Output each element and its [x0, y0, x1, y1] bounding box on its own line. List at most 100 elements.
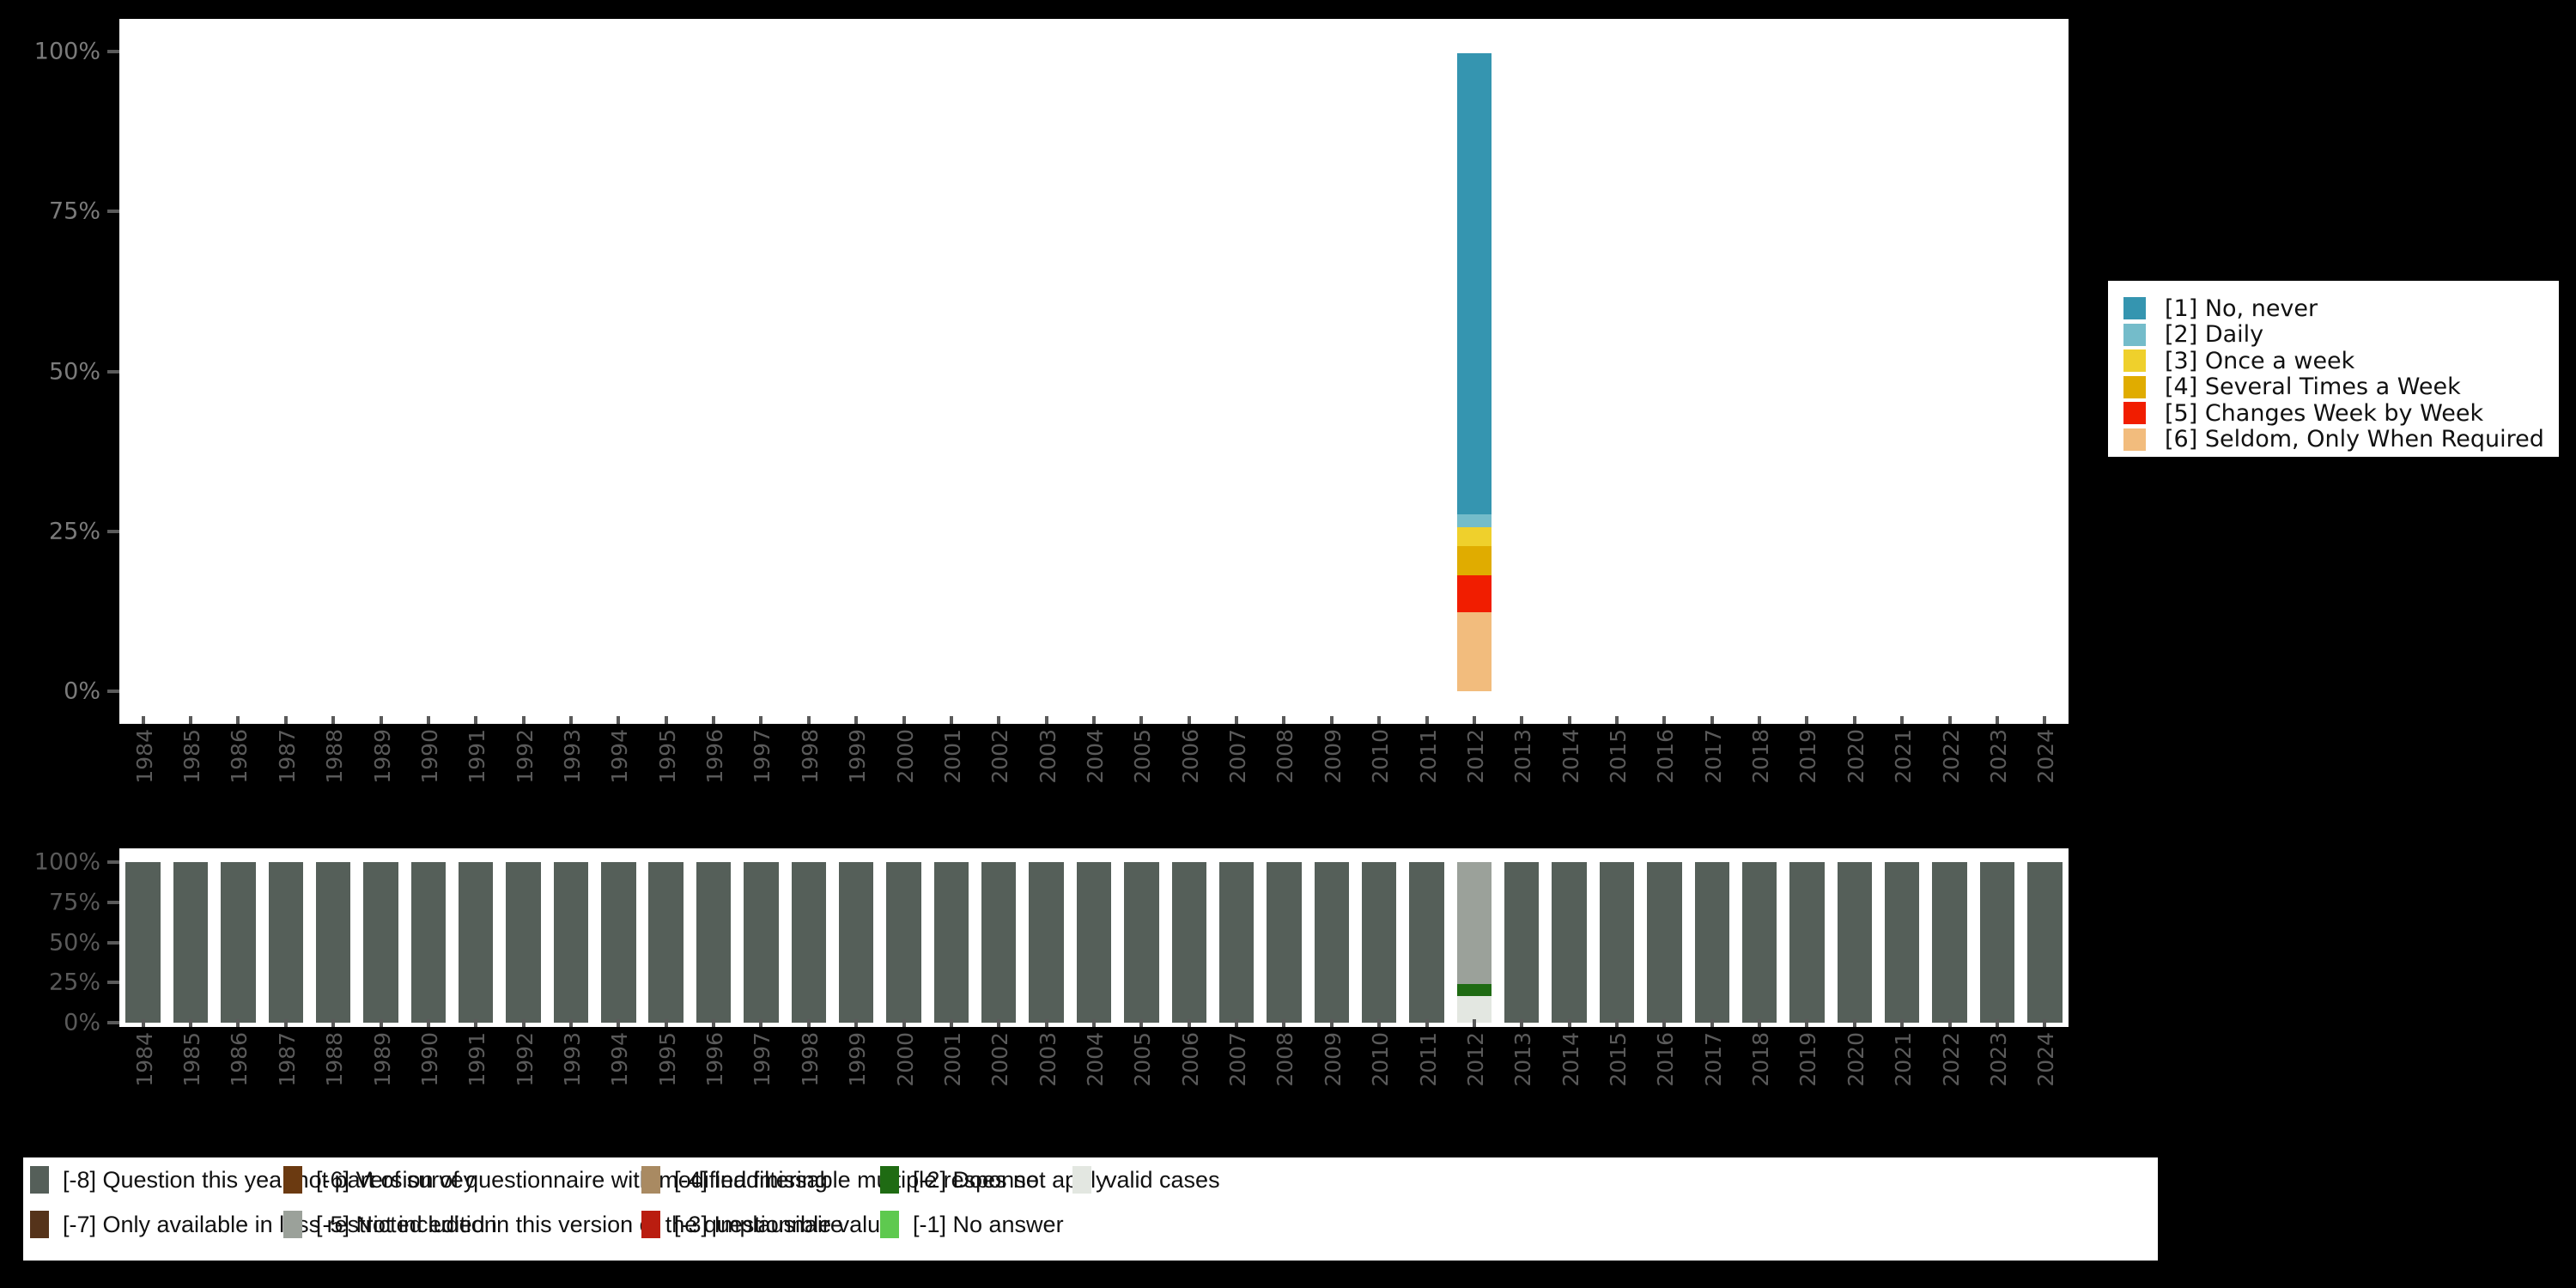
missing-bar-column[interactable] [1361, 862, 1397, 1023]
missing-bar-column[interactable] [1552, 862, 1587, 1023]
legend-item[interactable]: [4] Several Times a Week [2123, 374, 2547, 400]
missing-bar-segment[interactable] [1361, 862, 1397, 1023]
missing-bar-column[interactable] [506, 862, 541, 1023]
missing-bar-column[interactable] [601, 862, 636, 1023]
missing-bar-segment[interactable] [1741, 862, 1777, 1023]
missing-bar-segment[interactable] [1314, 862, 1350, 1023]
legend-item[interactable]: [2] Daily [2123, 321, 2547, 348]
missing-bar-column[interactable] [459, 862, 494, 1023]
missing-bar-column[interactable] [363, 862, 398, 1023]
missing-bar-segment[interactable] [553, 862, 589, 1023]
missing-bar-segment[interactable] [886, 862, 921, 1023]
missing-bar-column[interactable] [1456, 862, 1492, 1023]
missing-bar-segment[interactable] [2027, 862, 2063, 1023]
missing-bar-segment[interactable] [1599, 862, 1635, 1023]
missing-bar-column[interactable] [1694, 862, 1729, 1023]
missing-legend-item[interactable]: [-8] Question this year not part of surv… [30, 1166, 475, 1194]
missing-bar-segment[interactable] [315, 862, 351, 1023]
bar-segment[interactable] [1456, 575, 1492, 613]
missing-bar-segment[interactable] [1837, 862, 1873, 1023]
missing-bar-segment[interactable] [363, 862, 398, 1023]
missing-bar-column[interactable] [981, 862, 1017, 1023]
missing-bar-column[interactable] [1741, 862, 1777, 1023]
missing-bar-segment[interactable] [1694, 862, 1729, 1023]
missing-bar-column[interactable] [553, 862, 589, 1023]
missing-bar-column[interactable] [1171, 862, 1206, 1023]
missing-bar-segment[interactable] [791, 862, 826, 1023]
missing-legend-item[interactable]: [-6] Version of questionnaire with modif… [283, 1166, 828, 1194]
missing-bar-segment[interactable] [696, 862, 732, 1023]
missing-bar-segment[interactable] [1504, 862, 1540, 1023]
missing-legend-item[interactable]: [-7] Only available in less restricted e… [30, 1211, 497, 1238]
missing-bar-column[interactable] [1409, 862, 1444, 1023]
missing-legend-item[interactable]: [-1] No answer [880, 1211, 1064, 1238]
missing-bar-column[interactable] [1124, 862, 1159, 1023]
missing-bar-column[interactable] [2027, 862, 2063, 1023]
missing-bar-column[interactable] [838, 862, 874, 1023]
missing-legend-item[interactable]: [-5] Not included in this version of the… [283, 1211, 843, 1238]
missing-bar-segment[interactable] [744, 862, 779, 1023]
missing-bar-column[interactable] [696, 862, 732, 1023]
missing-bar-segment[interactable] [221, 862, 256, 1023]
missing-bar-segment[interactable] [1076, 862, 1112, 1023]
missing-bar-column[interactable] [1837, 862, 1873, 1023]
missing-bar-segment[interactable] [173, 862, 209, 1023]
bar-column[interactable] [1456, 52, 1492, 691]
missing-bar-segment[interactable] [1885, 862, 1920, 1023]
missing-bar-segment[interactable] [1456, 984, 1492, 997]
missing-bar-segment[interactable] [1647, 862, 1682, 1023]
missing-bar-column[interactable] [315, 862, 351, 1023]
bar-segment[interactable] [1456, 527, 1492, 546]
missing-legend-item[interactable]: [-4] Inadmissable multiple response [641, 1166, 1039, 1194]
missing-bar-column[interactable] [1789, 862, 1825, 1023]
missing-bar-column[interactable] [410, 862, 447, 1023]
legend-item[interactable]: [3] Once a week [2123, 348, 2547, 374]
missing-bar-column[interactable] [744, 862, 779, 1023]
bar-segment[interactable] [1456, 514, 1492, 528]
missing-bar-segment[interactable] [1409, 862, 1444, 1023]
missing-bar-segment[interactable] [1029, 862, 1064, 1023]
missing-bar-segment[interactable] [1171, 862, 1206, 1023]
missing-bar-segment[interactable] [1124, 862, 1159, 1023]
legend-item[interactable]: [6] Seldom, Only When Required [2123, 426, 2547, 453]
missing-bar-segment[interactable] [1552, 862, 1587, 1023]
missing-bar-segment[interactable] [601, 862, 636, 1023]
missing-bar-column[interactable] [886, 862, 921, 1023]
missing-bar-column[interactable] [125, 862, 161, 1023]
missing-bar-column[interactable] [1267, 862, 1302, 1023]
missing-bar-segment[interactable] [459, 862, 494, 1023]
missing-bar-segment[interactable] [1456, 862, 1492, 985]
missing-bar-segment[interactable] [1267, 862, 1302, 1023]
bar-segment[interactable] [1456, 52, 1492, 515]
missing-bar-column[interactable] [1932, 862, 1967, 1023]
missing-bar-column[interactable] [173, 862, 209, 1023]
missing-legend-item[interactable]: valid cases [1072, 1166, 1220, 1194]
legend-item[interactable]: [1] No, never [2123, 295, 2547, 322]
missing-bar-segment[interactable] [648, 862, 683, 1023]
missing-bar-segment[interactable] [125, 862, 161, 1023]
missing-bar-column[interactable] [648, 862, 683, 1023]
missing-legend-item[interactable]: [-3] Implausible value [641, 1211, 893, 1238]
missing-bar-segment[interactable] [838, 862, 874, 1023]
missing-bar-column[interactable] [1314, 862, 1350, 1023]
legend-item[interactable]: [5] Changes Week by Week [2123, 400, 2547, 427]
missing-bar-segment[interactable] [1932, 862, 1967, 1023]
missing-bar-column[interactable] [933, 862, 969, 1023]
missing-bar-segment[interactable] [410, 862, 447, 1023]
missing-bar-column[interactable] [1599, 862, 1635, 1023]
missing-bar-segment[interactable] [1456, 996, 1492, 1023]
missing-bar-column[interactable] [1218, 862, 1255, 1023]
bar-segment[interactable] [1456, 612, 1492, 691]
missing-bar-segment[interactable] [1789, 862, 1825, 1023]
missing-bar-segment[interactable] [1979, 862, 2015, 1023]
missing-bar-column[interactable] [1029, 862, 1064, 1023]
missing-bar-column[interactable] [1647, 862, 1682, 1023]
missing-bar-segment[interactable] [268, 862, 303, 1023]
missing-bar-column[interactable] [268, 862, 303, 1023]
missing-bar-segment[interactable] [981, 862, 1017, 1023]
missing-bar-segment[interactable] [506, 862, 541, 1023]
missing-bar-column[interactable] [221, 862, 256, 1023]
missing-bar-column[interactable] [1979, 862, 2015, 1023]
bar-segment[interactable] [1456, 545, 1492, 576]
missing-bar-column[interactable] [1885, 862, 1920, 1023]
